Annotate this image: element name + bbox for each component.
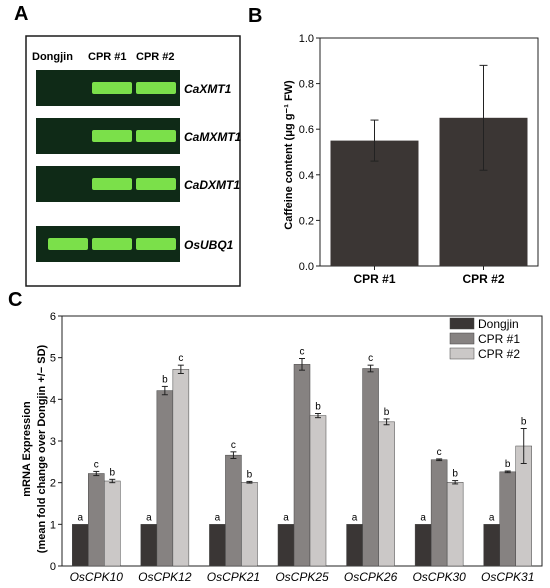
bar bbox=[362, 368, 379, 567]
gel-panel: Dongjin CPR #1 CPR #2 CaXMT1 CaMXMT1 CaDXM… bbox=[25, 35, 242, 287]
gel-band bbox=[136, 238, 176, 250]
chart-panel-c: 0123456acbOsCPK10abcOsCPK12acbOsCPK21acb… bbox=[50, 311, 543, 584]
significance-letter: b bbox=[110, 467, 116, 478]
y-tick-label: 0.8 bbox=[299, 79, 314, 91]
bar bbox=[241, 482, 258, 567]
legend-label: Dongjin bbox=[478, 317, 519, 331]
bar bbox=[140, 524, 158, 567]
bar bbox=[499, 471, 516, 567]
significance-letter: b bbox=[521, 417, 527, 428]
gel-band bbox=[92, 178, 132, 190]
significance-letter: c bbox=[368, 353, 373, 364]
y-tick-label: 1 bbox=[50, 519, 56, 531]
bar bbox=[293, 364, 311, 567]
gel-band bbox=[136, 130, 176, 142]
significance-letter: a bbox=[283, 512, 289, 523]
bar bbox=[430, 459, 448, 567]
x-tick-label: CPR #2 bbox=[462, 272, 504, 286]
gel-strips: CaXMT1 CaMXMT1 CaDXMT1 OsUBQ1 bbox=[36, 70, 242, 262]
bar bbox=[156, 390, 174, 567]
panel-c-y-axis-label-line1: mRNA Expression bbox=[21, 401, 33, 497]
bar bbox=[309, 415, 327, 567]
significance-letter: b bbox=[452, 469, 458, 480]
panel-b-y-axis-label: Caffeine content (μg g⁻¹ FW) bbox=[283, 80, 295, 230]
y-tick-label: 0.0 bbox=[299, 261, 314, 273]
bar bbox=[446, 482, 464, 567]
significance-letter: a bbox=[489, 512, 495, 523]
y-tick-label: 0.2 bbox=[299, 215, 314, 227]
gel-band bbox=[92, 130, 132, 142]
lane-label-dongjin: Dongjin bbox=[32, 51, 73, 63]
gel-band bbox=[136, 178, 176, 190]
gene-label: CaDXMT1 bbox=[184, 178, 240, 192]
gel-band bbox=[92, 82, 132, 94]
plot-frame bbox=[319, 37, 539, 267]
y-tick-label: 0.4 bbox=[299, 170, 314, 182]
significance-letter: b bbox=[162, 374, 168, 385]
y-tick-label: 4 bbox=[50, 394, 56, 406]
gene-label: OsUBQ1 bbox=[184, 238, 234, 252]
y-tick-label: 1.0 bbox=[299, 33, 314, 45]
legend-swatch bbox=[449, 347, 475, 360]
panel-label-c: C bbox=[8, 289, 22, 311]
x-tick-label: OsCPK30 bbox=[412, 570, 466, 584]
gel-band bbox=[48, 238, 88, 250]
significance-letter: a bbox=[420, 512, 426, 523]
x-tick-label: CPR #1 bbox=[353, 272, 395, 286]
gel-band bbox=[136, 82, 176, 94]
bar bbox=[209, 524, 226, 567]
x-tick-label: OsCPK21 bbox=[207, 570, 260, 584]
panel-label-b: B bbox=[248, 5, 262, 27]
significance-letter: b bbox=[247, 469, 253, 480]
y-tick-label: 5 bbox=[50, 353, 56, 365]
significance-letter: a bbox=[352, 512, 358, 523]
legend-label: CPR #1 bbox=[478, 332, 520, 346]
bar bbox=[346, 524, 363, 567]
significance-letter: a bbox=[215, 512, 221, 523]
significance-letter: c bbox=[300, 347, 305, 358]
panel-c-y-axis-label-line2: (mean fold change over Dongjin +/− SD) bbox=[36, 344, 48, 553]
significance-letter: c bbox=[178, 353, 183, 364]
significance-letter: b bbox=[315, 402, 321, 413]
significance-letter: a bbox=[146, 512, 152, 523]
x-tick-label: OsCPK10 bbox=[70, 570, 124, 584]
significance-letter: c bbox=[231, 440, 236, 451]
gel-band bbox=[92, 238, 132, 250]
bar bbox=[172, 369, 190, 567]
gene-label: CaXMT1 bbox=[184, 82, 232, 96]
lane-label-cpr2: CPR #2 bbox=[136, 51, 175, 63]
bar bbox=[88, 473, 105, 567]
x-tick-label: OsCPK25 bbox=[275, 570, 329, 584]
y-tick-label: 6 bbox=[50, 311, 56, 323]
significance-letter: c bbox=[437, 447, 442, 458]
x-tick-label: OsCPK26 bbox=[344, 570, 398, 584]
significance-letter: b bbox=[384, 407, 390, 418]
panel-label-a: A bbox=[14, 3, 28, 25]
significance-letter: a bbox=[78, 512, 84, 523]
bar bbox=[225, 454, 242, 567]
y-tick-label: 0.6 bbox=[299, 124, 314, 136]
x-tick-label: OsCPK12 bbox=[138, 570, 192, 584]
bar bbox=[483, 524, 500, 567]
bar bbox=[414, 524, 432, 567]
x-tick-label: OsCPK31 bbox=[481, 570, 534, 584]
y-tick-label: 3 bbox=[50, 436, 56, 448]
significance-letter: b bbox=[505, 459, 511, 470]
significance-letter: c bbox=[94, 459, 99, 470]
y-tick-label: 2 bbox=[50, 478, 56, 490]
legend-swatch bbox=[449, 332, 475, 345]
legend-swatch bbox=[449, 317, 475, 330]
bar bbox=[277, 524, 295, 567]
bar bbox=[378, 421, 395, 567]
bar bbox=[72, 524, 89, 567]
chart-panel-b: 0.0 0.2 0.4 0.6 0.8 1.0 CPR #1 CPR #2 bbox=[299, 33, 539, 286]
legend-label: CPR #2 bbox=[478, 347, 520, 361]
y-tick-label: 0 bbox=[50, 561, 56, 573]
gene-label: CaMXMT1 bbox=[184, 130, 242, 144]
bar bbox=[104, 480, 121, 567]
lane-label-cpr1: CPR #1 bbox=[88, 51, 127, 63]
